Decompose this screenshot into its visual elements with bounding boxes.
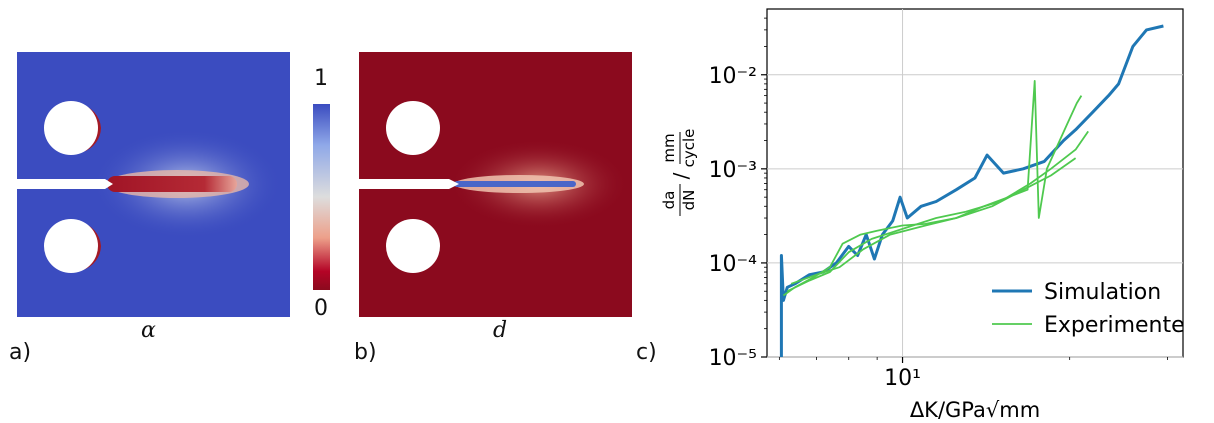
y-tick-label: 10⁻³ [709, 158, 757, 183]
y-label-numerator: mm [660, 133, 678, 162]
d-crack [454, 181, 576, 187]
panel-c-label: c) [636, 340, 657, 365]
y-tick-label: 10⁻⁴ [709, 252, 758, 277]
y-axis-label: da dN / mm cycle [660, 129, 698, 216]
hole-bottom [44, 219, 98, 273]
legend-label: Simulation [1044, 280, 1161, 305]
notch-b [359, 179, 459, 189]
panel-b [359, 52, 632, 317]
experiment-line [786, 130, 1089, 293]
experiment-line [790, 157, 1077, 285]
y-label-numerator: da [660, 191, 678, 210]
hole-top [44, 101, 98, 155]
crack-growth-chart: 10⁻⁵ 10⁻⁴ 10⁻³ 10⁻² 10¹ Simulation Experiment… [660, 8, 1185, 422]
hole-top-b [386, 101, 440, 155]
colorbar-min-label: 0 [314, 296, 328, 321]
d-symbol: d [493, 318, 508, 343]
y-label-separator: / [669, 172, 693, 179]
y-label-denominator: cycle [680, 129, 698, 168]
x-tick-label: 10¹ [884, 366, 921, 391]
y-tick-label: 10⁻² [709, 64, 757, 89]
colorbar [313, 104, 330, 290]
panel-a-label: a) [9, 340, 32, 365]
alpha-symbol: α [141, 318, 156, 343]
series-lines [779, 24, 1164, 357]
plot-frame [766, 8, 1184, 358]
panel-b-label: b) [354, 340, 377, 365]
alpha-crack-zone [107, 176, 237, 192]
simulation-line [779, 24, 1164, 357]
axis-ticks: 10⁻⁵ 10⁻⁴ 10⁻³ 10⁻² 10¹ [709, 17, 1168, 391]
legend: Simulation Experimente [992, 280, 1185, 338]
colorbar-max-label: 1 [314, 66, 328, 91]
y-tick-label: 10⁻⁵ [709, 346, 757, 371]
hole-bottom-b [386, 219, 440, 273]
y-label-denominator: dN [680, 190, 698, 211]
panel-a [17, 52, 290, 317]
alpha-field-plot [17, 52, 290, 317]
x-axis-label: ΔK/GPa√mm [910, 398, 1040, 422]
d-field-plot [359, 52, 632, 317]
legend-label: Experimente [1044, 313, 1185, 338]
notch [17, 179, 113, 189]
